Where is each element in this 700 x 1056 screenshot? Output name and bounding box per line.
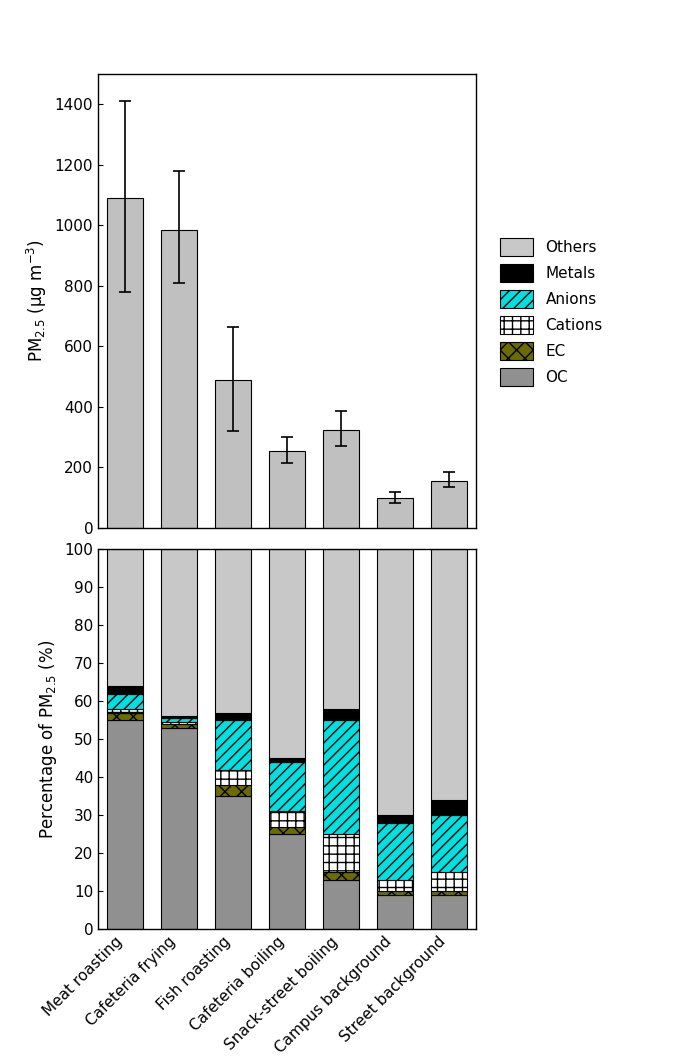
Bar bbox=[323, 549, 358, 709]
Bar bbox=[377, 823, 412, 880]
Bar bbox=[431, 549, 467, 800]
Bar bbox=[323, 720, 358, 834]
Bar bbox=[270, 758, 304, 762]
Bar bbox=[108, 686, 143, 694]
Bar bbox=[431, 872, 467, 891]
Bar bbox=[431, 482, 467, 528]
Bar bbox=[216, 770, 251, 785]
Bar bbox=[162, 716, 197, 718]
Bar bbox=[323, 880, 358, 929]
Bar bbox=[270, 834, 304, 929]
Bar bbox=[108, 199, 143, 528]
Legend: Others, Metals, Anions, Cations, EC, OC: Others, Metals, Anions, Cations, EC, OC bbox=[495, 233, 607, 391]
Bar bbox=[377, 815, 412, 823]
Bar bbox=[431, 891, 467, 895]
Bar bbox=[162, 230, 197, 528]
Bar bbox=[323, 709, 358, 720]
Bar bbox=[270, 762, 304, 811]
Bar bbox=[377, 880, 412, 891]
Bar bbox=[270, 811, 304, 827]
Bar bbox=[431, 815, 467, 872]
Bar bbox=[377, 895, 412, 929]
Bar bbox=[270, 549, 304, 758]
Bar bbox=[216, 713, 251, 720]
Bar bbox=[216, 796, 251, 929]
Bar bbox=[216, 549, 251, 713]
Bar bbox=[216, 720, 251, 770]
Bar bbox=[323, 834, 358, 872]
Bar bbox=[270, 451, 304, 528]
Bar bbox=[108, 549, 143, 686]
Bar bbox=[108, 694, 143, 709]
Bar bbox=[377, 497, 412, 528]
Bar bbox=[108, 709, 143, 713]
Bar bbox=[431, 800, 467, 815]
Bar bbox=[323, 430, 358, 528]
Bar bbox=[162, 724, 197, 728]
Bar bbox=[216, 785, 251, 796]
Bar bbox=[162, 549, 197, 716]
Bar bbox=[108, 720, 143, 929]
Y-axis label: PM$_{2.5}$ (μg m$^{-3}$): PM$_{2.5}$ (μg m$^{-3}$) bbox=[25, 240, 49, 362]
Bar bbox=[270, 827, 304, 834]
Bar bbox=[377, 549, 412, 815]
Y-axis label: Percentage of PM$_{2.5}$ (%): Percentage of PM$_{2.5}$ (%) bbox=[36, 640, 59, 838]
Bar bbox=[108, 713, 143, 720]
Bar bbox=[216, 380, 251, 528]
Bar bbox=[323, 872, 358, 880]
Bar bbox=[162, 722, 197, 724]
Bar bbox=[162, 728, 197, 929]
Bar bbox=[377, 891, 412, 895]
Bar bbox=[431, 895, 467, 929]
Bar bbox=[162, 718, 197, 722]
